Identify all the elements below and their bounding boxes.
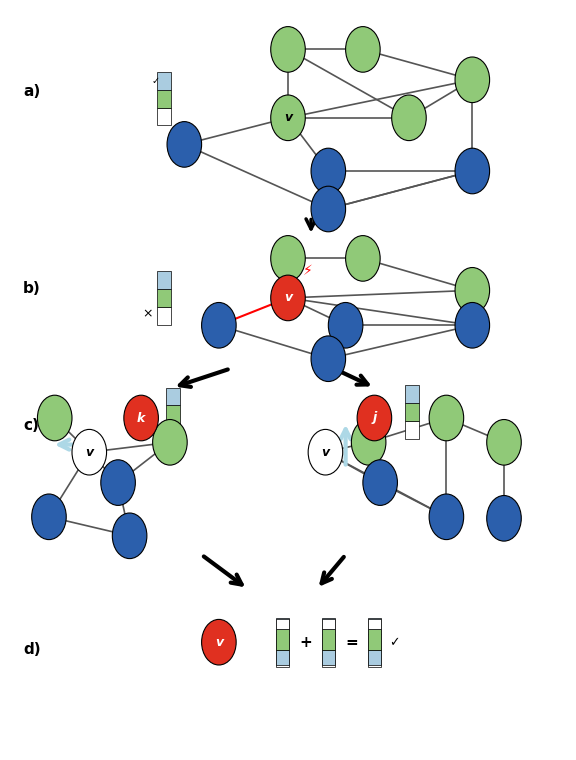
Circle shape [101, 460, 135, 505]
FancyBboxPatch shape [157, 289, 171, 307]
FancyBboxPatch shape [166, 423, 180, 441]
FancyBboxPatch shape [322, 651, 335, 667]
Circle shape [112, 513, 147, 559]
Text: a): a) [23, 84, 40, 99]
FancyBboxPatch shape [404, 385, 419, 403]
Circle shape [311, 336, 346, 382]
FancyBboxPatch shape [276, 650, 289, 665]
FancyBboxPatch shape [404, 421, 419, 439]
Circle shape [37, 395, 72, 441]
FancyBboxPatch shape [322, 617, 335, 634]
Text: ⚡: ⚡ [302, 264, 312, 278]
Text: v: v [284, 111, 292, 125]
FancyBboxPatch shape [157, 271, 171, 289]
Circle shape [363, 460, 397, 505]
Circle shape [271, 275, 305, 321]
Circle shape [124, 395, 158, 441]
FancyBboxPatch shape [157, 307, 171, 325]
Circle shape [455, 57, 490, 103]
FancyBboxPatch shape [322, 634, 335, 651]
Circle shape [311, 186, 346, 232]
Circle shape [346, 27, 380, 72]
Text: ×: × [142, 308, 153, 321]
Text: v: v [321, 445, 329, 459]
Circle shape [271, 95, 305, 141]
FancyBboxPatch shape [157, 90, 171, 108]
Circle shape [455, 302, 490, 348]
FancyBboxPatch shape [368, 650, 381, 665]
Circle shape [167, 122, 202, 167]
Circle shape [32, 494, 66, 540]
FancyBboxPatch shape [276, 629, 289, 650]
FancyBboxPatch shape [368, 619, 381, 629]
Circle shape [346, 236, 380, 281]
Circle shape [202, 619, 236, 665]
Circle shape [429, 395, 464, 441]
Circle shape [487, 496, 521, 541]
Circle shape [308, 429, 343, 475]
Text: c): c) [23, 418, 39, 433]
Text: =: = [345, 635, 358, 650]
FancyBboxPatch shape [404, 403, 419, 421]
FancyBboxPatch shape [368, 629, 381, 650]
Text: j: j [372, 411, 377, 425]
Circle shape [271, 27, 305, 72]
FancyBboxPatch shape [322, 629, 335, 650]
Circle shape [351, 420, 386, 465]
Text: ✓: ✓ [151, 76, 160, 86]
Circle shape [311, 148, 346, 194]
FancyBboxPatch shape [276, 617, 289, 634]
FancyBboxPatch shape [157, 108, 171, 125]
FancyBboxPatch shape [368, 634, 381, 651]
Text: v: v [284, 291, 292, 305]
FancyBboxPatch shape [157, 72, 171, 90]
Circle shape [202, 302, 236, 348]
FancyBboxPatch shape [368, 617, 381, 634]
Circle shape [328, 302, 363, 348]
FancyBboxPatch shape [368, 651, 381, 667]
Circle shape [271, 236, 305, 281]
Text: v: v [85, 445, 93, 459]
Circle shape [455, 148, 490, 194]
Text: k: k [137, 411, 145, 425]
Circle shape [153, 420, 187, 465]
Circle shape [72, 429, 107, 475]
FancyBboxPatch shape [276, 651, 289, 667]
Circle shape [455, 268, 490, 313]
Circle shape [357, 395, 392, 441]
FancyBboxPatch shape [276, 619, 289, 629]
FancyBboxPatch shape [322, 619, 335, 629]
Text: ✓: ✓ [389, 635, 400, 649]
Text: d): d) [23, 642, 41, 657]
FancyBboxPatch shape [276, 634, 289, 651]
Text: v: v [215, 635, 223, 649]
Circle shape [487, 420, 521, 465]
FancyBboxPatch shape [166, 388, 180, 405]
FancyBboxPatch shape [322, 650, 335, 665]
FancyBboxPatch shape [166, 405, 180, 423]
Circle shape [392, 95, 426, 141]
Text: +: + [299, 635, 312, 650]
Circle shape [429, 494, 464, 540]
Text: b): b) [23, 281, 41, 296]
